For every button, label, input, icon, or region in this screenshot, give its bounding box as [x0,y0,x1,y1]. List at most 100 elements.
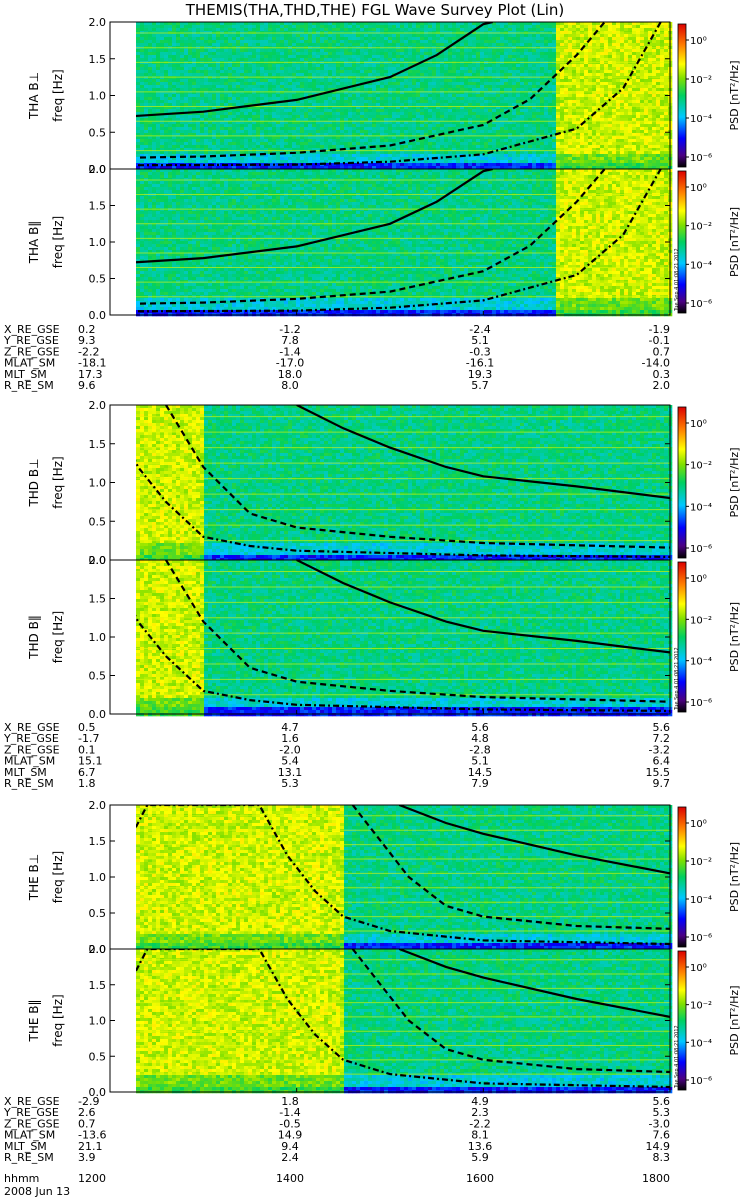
psd-cell [136,103,140,106]
psd-cell [188,73,192,76]
psd-cell [136,58,140,61]
psd-cell [152,160,156,163]
psd-cell [148,88,152,91]
psd-cell [188,139,192,142]
psd-cell [156,139,160,142]
psd-cell [188,97,192,100]
psd-cell [176,127,180,130]
psd-cell [204,37,208,40]
psd-cell [156,100,160,103]
psd-cell [152,52,156,55]
psd-cell [200,136,204,139]
psd-cell [136,82,140,85]
psd-cell [160,145,164,148]
psd-cell [180,43,184,46]
psd-cell [156,52,160,55]
psd-cell [140,100,144,103]
psd-cell [200,82,204,85]
psd-cell [160,25,164,28]
psd-cell [204,76,208,79]
psd-cell [184,85,188,88]
psd-cell [196,124,200,127]
psd-cell [136,64,140,67]
psd-cell [188,127,192,130]
psd-cell [180,25,184,28]
psd-cell [144,55,148,58]
psd-cell [196,55,200,58]
psd-cell [196,43,200,46]
psd-cell [144,73,148,76]
psd-cell [172,103,176,106]
psd-cell [196,136,200,139]
psd-cell [188,37,192,40]
psd-cell [160,64,164,67]
psd-cell [180,37,184,40]
psd-cell [192,136,196,139]
psd-cell [160,160,164,163]
psd-cell [148,151,152,154]
psd-cell [196,82,200,85]
psd-cell [156,157,160,160]
psd-cell [196,79,200,82]
psd-cell [180,139,184,142]
psd-cell [156,49,160,52]
psd-cell [176,43,180,46]
psd-cell [136,40,140,43]
psd-cell [196,40,200,43]
psd-cell [184,70,188,73]
psd-cell [156,76,160,79]
psd-cell [136,28,140,31]
psd-cell [204,82,208,85]
psd-cell [188,34,192,37]
psd-cell [188,145,192,148]
psd-cell [200,115,204,118]
psd-cell [148,124,152,127]
psd-cell [164,139,168,142]
psd-cell [144,28,148,31]
psd-cell [196,28,200,31]
psd-cell [200,37,204,40]
psd-cell [172,151,176,154]
psd-cell [160,49,164,52]
psd-cell [152,49,156,52]
psd-cell [196,70,200,73]
psd-cell [204,70,208,73]
psd-cell [168,97,172,100]
psd-cell [180,127,184,130]
psd-cell [188,82,192,85]
psd-cell [172,76,176,79]
psd-cell [196,49,200,52]
psd-cell [160,142,164,145]
psd-cell [200,43,204,46]
psd-cell [140,49,144,52]
psd-cell [200,103,204,106]
psd-cell [148,76,152,79]
psd-cell [200,34,204,37]
psd-cell [188,55,192,58]
psd-cell [204,85,208,88]
psd-cell [172,136,176,139]
psd-cell [180,73,184,76]
psd-cell [168,160,172,163]
psd-cell [188,52,192,55]
psd-cell [156,109,160,112]
psd-cell [136,67,140,70]
psd-cell [192,82,196,85]
psd-cell [140,64,144,67]
psd-cell [196,151,200,154]
psd-cell [204,67,208,70]
psd-cell [184,127,188,130]
psd-cell [156,97,160,100]
psd-cell [136,139,140,142]
psd-cell [136,34,140,37]
psd-cell [168,67,172,70]
psd-cell [152,151,156,154]
psd-cell [192,139,196,142]
psd-cell [168,103,172,106]
psd-cell [168,34,172,37]
psd-cell [148,136,152,139]
psd-cell [176,25,180,28]
psd-cell [180,64,184,67]
psd-cell [164,25,168,28]
psd-cell [152,73,156,76]
